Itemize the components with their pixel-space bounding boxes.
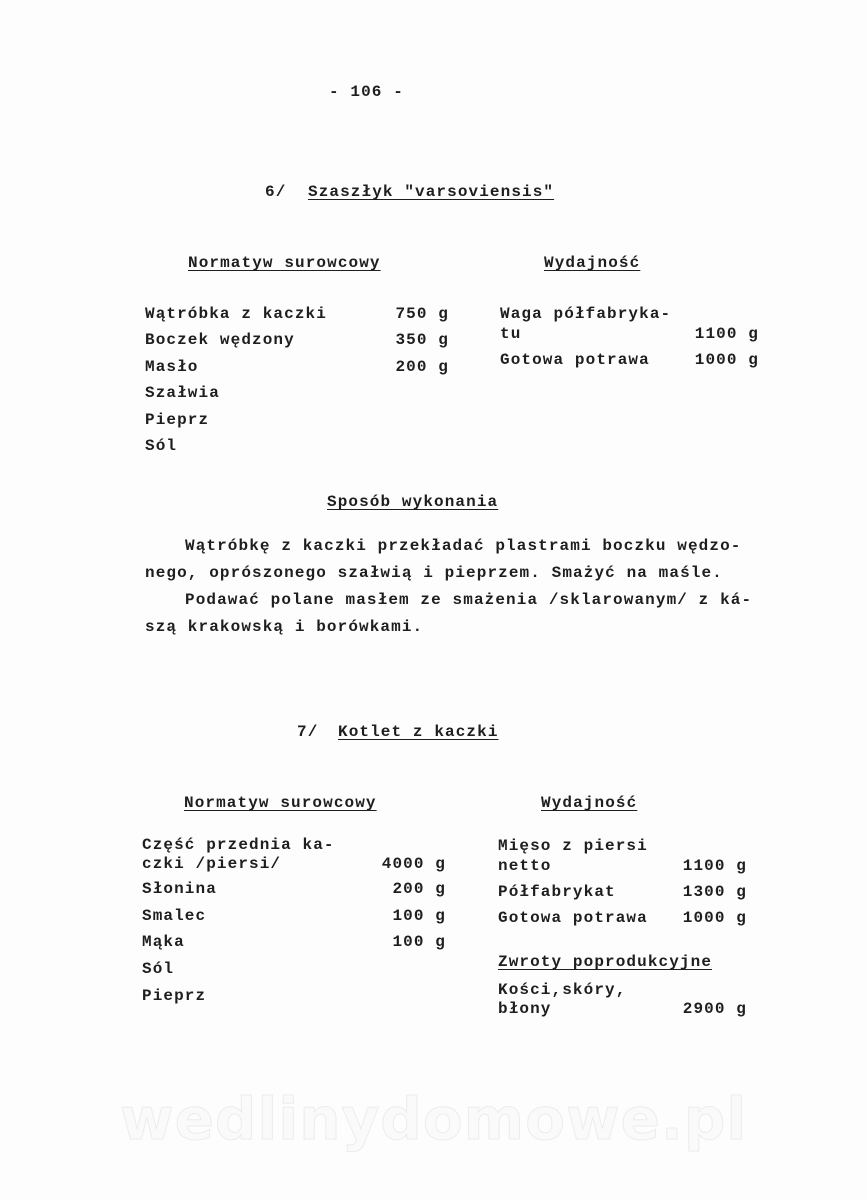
ingredient-name-cont: czki /piersi/	[142, 855, 282, 873]
method-line: Wątróbkę z kaczki przekładać plastrami b…	[185, 537, 742, 555]
ingredient-name: Słonina	[142, 880, 217, 898]
returns-header: Zwroty poprodukcyjne	[498, 953, 713, 971]
method-line: Podawać polane masłem ze smażenia /sklar…	[185, 591, 753, 609]
ingredient-name: Pieprz	[142, 987, 207, 1005]
yield-amount: 1100 g	[694, 325, 759, 343]
yield-amount: 1000 g	[694, 351, 759, 369]
method-line: szą krakowską i borówkami.	[145, 618, 424, 636]
recipe1-yield-header: Wydajność	[544, 254, 641, 272]
method-header: Sposób wykonania	[327, 493, 499, 511]
ingredient-name: Boczek wędzony	[145, 331, 295, 349]
yield-amount: 1300 g	[682, 883, 747, 901]
ingredient-name: Mąka	[142, 933, 185, 951]
method-line: nego, oprószonego szałwią i pieprzem. Sm…	[145, 564, 723, 582]
recipe2-ingredients-header: Normatyw surowcowy	[184, 794, 377, 812]
recipe1-title: Szaszłyk "varsoviensis"	[308, 183, 555, 201]
ingredient-name: Część przednia ka-	[142, 836, 335, 854]
ingredient-name: Smalec	[142, 907, 207, 925]
ingredient-amount: 350 g	[395, 331, 449, 349]
yield-name: Półfabrykat	[498, 883, 616, 901]
yield-name: Waga półfabryka-	[500, 305, 672, 323]
ingredient-name: Sól	[142, 960, 175, 978]
yield-amount: 1100 g	[682, 857, 747, 875]
yield-name-cont: netto	[498, 857, 552, 875]
recipe1-number: 6/	[265, 183, 287, 201]
recipe2-number: 7/	[297, 723, 319, 741]
ingredient-amount: 100 g	[392, 907, 446, 925]
ingredient-name: Masło	[145, 358, 199, 376]
ingredient-amount: 200 g	[395, 358, 449, 376]
recipe1-ingredients-header: Normatyw surowcowy	[188, 254, 381, 272]
ingredient-name: Szałwia	[145, 384, 220, 402]
recipe2-title: Kotlet z kaczki	[338, 723, 499, 741]
yield-amount: 1000 g	[682, 909, 747, 927]
ingredient-amount: 200 g	[392, 880, 446, 898]
ingredient-name: Sól	[145, 437, 178, 455]
ingredient-name: Pieprz	[145, 411, 210, 429]
ingredient-amount: 750 g	[395, 305, 449, 323]
ingredient-amount: 4000 g	[381, 855, 446, 873]
page-number: - 106 -	[329, 83, 404, 101]
ingredient-amount: 100 g	[392, 933, 446, 951]
yield-name: Gotowa potrawa	[500, 351, 650, 369]
yield-name: Mięso z piersi	[498, 837, 648, 855]
recipe2-yield-header: Wydajność	[541, 794, 638, 812]
yield-name: Gotowa potrawa	[498, 909, 648, 927]
returns-name-cont: błony	[498, 1000, 552, 1018]
returns-name: Kości,skóry,	[498, 981, 627, 999]
ingredient-name: Wątróbka z kaczki	[145, 305, 327, 323]
returns-amount: 2900 g	[682, 1000, 747, 1018]
watermark: wedlinydomowe.pl	[119, 1085, 748, 1154]
yield-name-cont: tu	[500, 325, 522, 343]
